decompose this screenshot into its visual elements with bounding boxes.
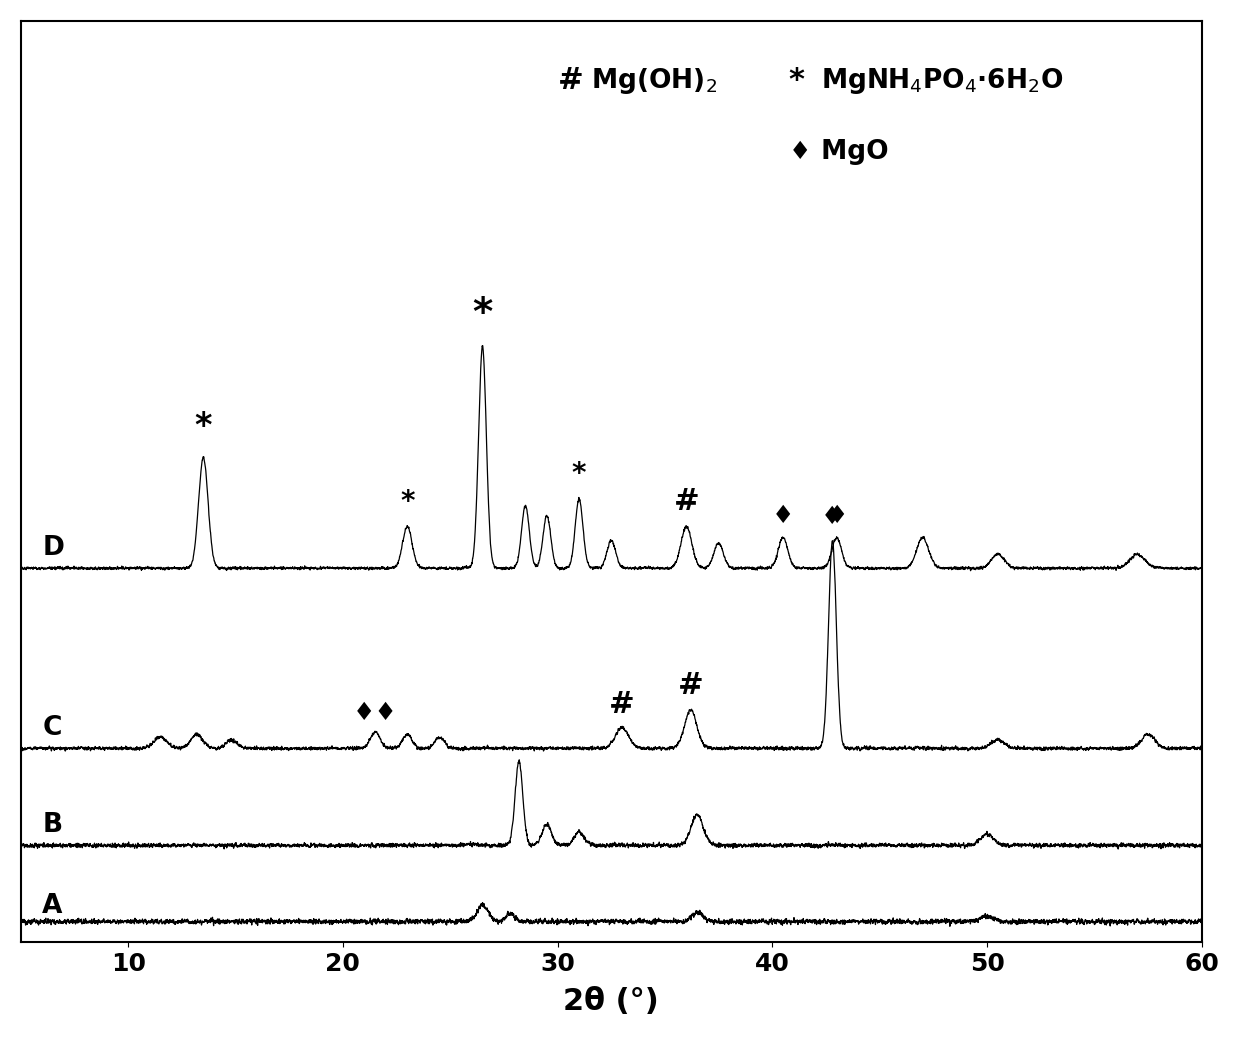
Text: A: A <box>42 893 63 919</box>
Text: ♦: ♦ <box>826 504 848 528</box>
Text: ♦: ♦ <box>821 505 843 530</box>
Text: #: # <box>673 486 699 515</box>
Text: D: D <box>42 535 64 561</box>
Text: ♦♦: ♦♦ <box>352 701 398 725</box>
Text: *: * <box>472 295 492 333</box>
Text: ♦: ♦ <box>789 140 811 164</box>
Text: *: * <box>195 411 212 444</box>
Text: B: B <box>42 812 62 838</box>
Text: Mg(OH)$_2$: Mg(OH)$_2$ <box>582 65 717 95</box>
X-axis label: 2θ (°): 2θ (°) <box>563 987 660 1016</box>
Text: *: * <box>572 459 587 487</box>
Text: *: * <box>789 66 805 95</box>
Text: MgO: MgO <box>812 139 889 165</box>
Text: C: C <box>42 716 62 741</box>
Text: *: * <box>401 487 414 515</box>
Text: MgNH$_4$PO$_4$·6H$_2$O: MgNH$_4$PO$_4$·6H$_2$O <box>812 65 1064 95</box>
Text: #: # <box>678 671 703 700</box>
Text: ♦: ♦ <box>771 504 795 528</box>
Text: #: # <box>558 66 584 95</box>
Text: #: # <box>609 691 635 720</box>
